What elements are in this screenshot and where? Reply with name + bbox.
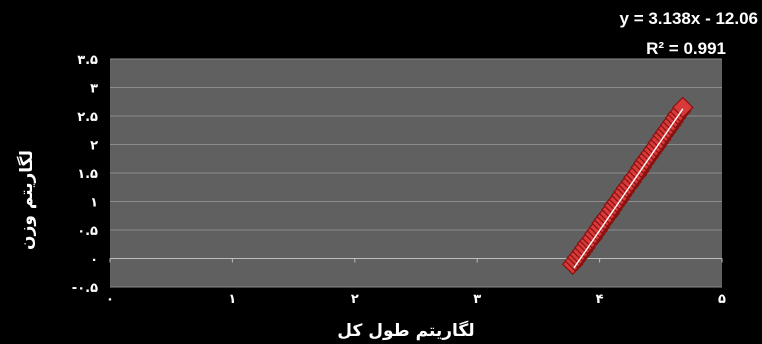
x-axis-title: لگاریتم طول کل <box>337 320 474 341</box>
gridlines <box>109 58 723 288</box>
r-squared-label: R² = 0.991 <box>646 39 726 58</box>
x-tick-label: ۴ <box>596 292 604 307</box>
x-tick-label: ۱ <box>228 292 236 307</box>
y-tick-labels: -۰.۵ ۰ ۰.۵ ۱ ۱.۵ ۲ ۲.۵ ۳ ۳.۵ <box>72 53 98 296</box>
y-tick-label: ۰.۵ <box>77 224 98 239</box>
x-tick-label: ۳ <box>473 292 481 307</box>
data-point <box>671 96 694 119</box>
y-tick-label: ۱ <box>90 196 98 211</box>
x-tick-label: ۰ <box>106 292 114 307</box>
y-tick-label: ۰ <box>90 253 98 268</box>
x-tick-label: ۵ <box>718 292 726 307</box>
y-tick-label: -۰.۵ <box>72 281 98 296</box>
x-tick-labels: ۰ ۱ ۲ ۳ ۴ ۵ <box>106 292 726 307</box>
trendline <box>573 108 684 269</box>
x-tick-label: ۲ <box>351 292 359 307</box>
y-axis-title: لگاریتم وزن <box>16 150 37 250</box>
trendline-equation: y = 3.138x - 12.06 <box>620 9 758 28</box>
y-tick-label: ۳ <box>90 82 98 97</box>
y-tick-label: ۲.۵ <box>77 110 98 125</box>
y-tick-label: ۱.۵ <box>77 167 98 182</box>
y-tick-label: ۲ <box>90 139 98 154</box>
y-tick-label: ۳.۵ <box>77 53 98 68</box>
